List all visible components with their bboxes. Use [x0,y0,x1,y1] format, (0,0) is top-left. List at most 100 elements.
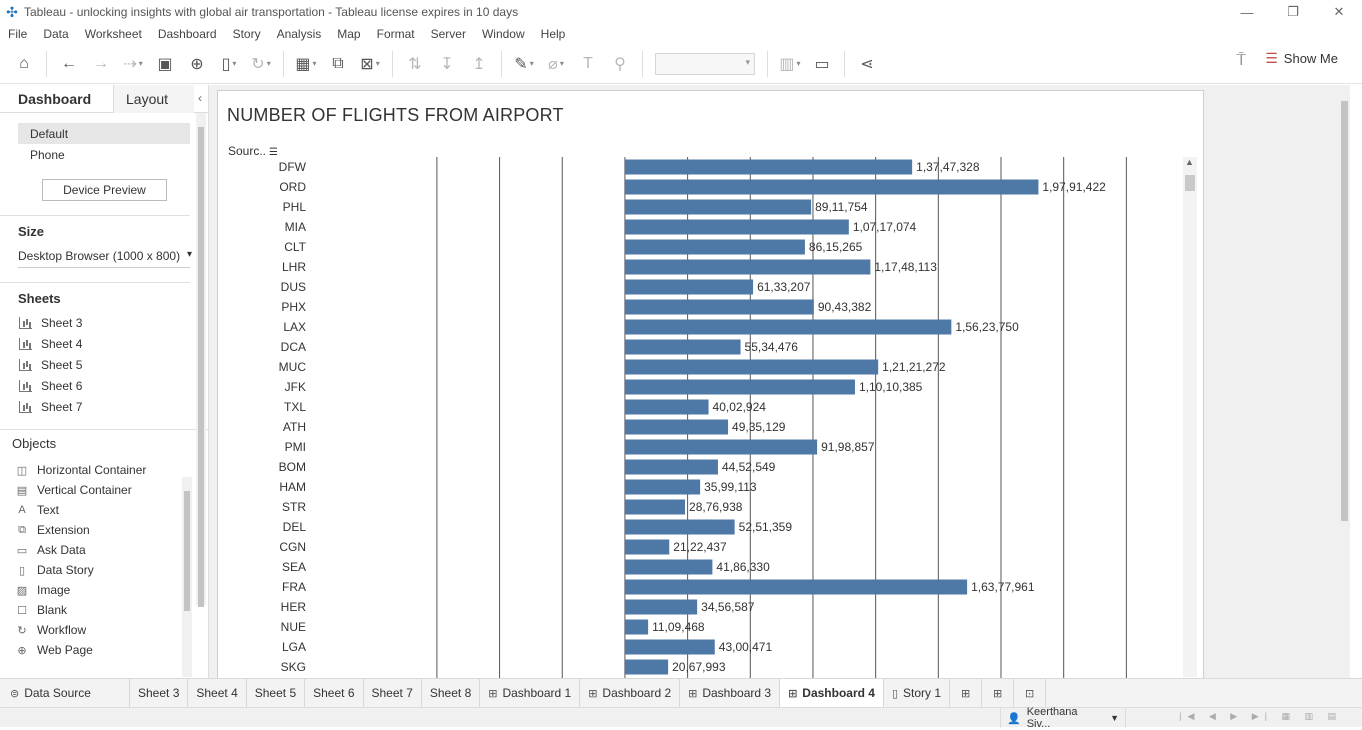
swap-icon[interactable]: ⇅ [408,55,422,73]
undo-icon[interactable]: ← [61,54,77,72]
objects-scrollbar[interactable] [182,477,192,677]
new-worksheet-tab[interactable]: ⊞ [950,678,983,708]
replay-icon[interactable]: ⇢ ▾ [123,55,143,73]
sheet-navigation[interactable]: |◀ ◀ ▶ ▶| ▦ ▥ ▤ [1179,711,1342,721]
bar[interactable] [624,619,649,635]
tab-sheet[interactable]: Sheet 7 [364,678,422,708]
new-story-tab[interactable]: ⊡ [1014,678,1047,708]
pause-updates-icon[interactable]: ▯ ▾ [221,55,237,73]
new-data-source-icon[interactable]: ⊕ [190,55,204,73]
menu-worksheet[interactable]: Worksheet [84,27,142,41]
object-item[interactable]: ▤ Vertical Container [0,480,208,500]
menu-map[interactable]: Map [337,27,361,41]
highlight-icon[interactable]: ✎ ▾ [514,55,534,73]
bar[interactable] [624,599,698,615]
bar[interactable] [624,559,713,575]
object-item[interactable]: ⧉ Extension [0,520,208,540]
minimize-button[interactable]: — [1240,4,1254,20]
bar[interactable] [624,399,709,415]
bar[interactable] [624,459,718,475]
new-dashboard-tab[interactable]: ⊞ [982,678,1015,708]
left-pane-scroll-thumb[interactable] [198,127,204,607]
object-item[interactable]: ▯ Data Story [0,560,208,580]
bar[interactable] [624,279,754,295]
group-icon[interactable]: ⌀ ▾ [548,55,564,73]
menu-data[interactable]: Data [43,27,69,41]
bar[interactable] [624,639,715,655]
object-item[interactable]: ▨ Image [0,580,208,600]
bar[interactable] [624,479,701,495]
close-button[interactable]: ✕ [1333,4,1345,19]
object-item[interactable]: ↻ Workflow [0,620,208,640]
device-default[interactable]: Default [18,123,190,144]
sheet-item[interactable]: Sheet 7 [0,396,208,417]
object-item[interactable]: ◫ Horizontal Container [0,460,208,480]
menu-server[interactable]: Server [430,27,466,41]
presentation-mode-icon[interactable]: ▭ [814,55,830,73]
bar[interactable] [624,259,871,275]
save-icon[interactable]: ▣ [157,55,173,73]
chart-scroll-thumb[interactable] [1185,175,1195,191]
device-preview-button[interactable]: Device Preview [42,179,167,201]
scroll-up-icon[interactable]: ▲ [1185,157,1194,167]
fix-axes-icon[interactable]: ⚲ [614,55,626,73]
sheet-item[interactable]: Sheet 6 [0,375,208,396]
canvas-scroll-thumb[interactable] [1341,101,1348,521]
bar[interactable] [624,239,805,255]
source-header[interactable]: Sourc.. ☰ [228,144,278,158]
show-labels-icon[interactable]: T [583,54,593,72]
tab-sheet[interactable]: Sheet 4 [188,678,247,708]
sheet-item[interactable]: Sheet 5 [0,354,208,375]
bar[interactable] [624,299,814,315]
bar[interactable] [624,179,1039,195]
tab-sheet[interactable]: Sheet 3 [130,678,189,708]
bar[interactable] [624,159,913,175]
new-worksheet-icon[interactable]: ▦ ▾ [295,55,317,73]
bar[interactable] [624,519,735,535]
format-painter-icon[interactable]: ⍑ [1236,52,1246,69]
bar[interactable] [624,539,670,555]
bar[interactable] [624,319,952,335]
object-item[interactable]: ⊕ Web Page [0,640,208,660]
menu-window[interactable]: Window [481,27,525,41]
sort-ascending-icon[interactable]: ↧ [440,55,454,73]
share-icon[interactable]: ⋖ [860,55,874,73]
bar[interactable] [624,379,855,395]
show-me-button[interactable]: ☰ Show Me [1265,50,1338,67]
clear-sheet-icon[interactable]: ⊠ ▾ [360,55,380,73]
tab-dashboard-item[interactable]: ⊞ Dashboard 2 [580,678,681,708]
object-item[interactable]: A Text [0,500,208,520]
object-item[interactable]: ☐ Blank [0,600,208,620]
bar[interactable] [624,219,849,235]
sort-icon[interactable]: ☰ [269,147,278,158]
restore-button[interactable]: ❐ [1287,4,1299,19]
left-pane-scrollbar[interactable] [196,113,206,607]
sheet-item[interactable]: Sheet 4 [0,333,208,354]
canvas-scrollbar[interactable] [1338,85,1350,678]
redo-icon[interactable]: → [93,54,109,72]
collapse-pane-icon[interactable]: ‹ [198,91,202,105]
tab-dashboard-item[interactable]: ⊞ Dashboard 3 [680,678,781,708]
menu-analysis[interactable]: Analysis [276,27,322,41]
menu-dashboard[interactable]: Dashboard [157,27,217,41]
bar[interactable] [624,499,686,515]
tab-dashboard[interactable]: Dashboard [0,85,114,113]
object-item[interactable]: ▭ Ask Data [0,540,208,560]
bar[interactable] [624,199,812,215]
tab-sheet[interactable]: Sheet 5 [247,678,306,708]
size-select[interactable]: Desktop Browser (1000 x 800) [18,249,192,268]
tab-dashboard-item[interactable]: ⊞ Dashboard 4 [780,678,884,708]
show-hide-cards-icon[interactable]: ▥ ▾ [779,55,801,73]
user-menu[interactable]: 👤 Keerthana Siv... ▼ [1000,706,1126,730]
tab-story[interactable]: ▯ Story 1 [884,678,951,708]
tab-sheet[interactable]: Sheet 8 [422,678,481,708]
duplicate-icon[interactable]: ⧉ [332,54,344,72]
menu-format[interactable]: Format [376,27,415,41]
bar[interactable] [624,439,818,455]
bar[interactable] [624,359,879,375]
bar[interactable] [624,659,669,675]
chart-scrollbar[interactable]: ▲ [1183,157,1197,677]
sort-descending-icon[interactable]: ↥ [472,55,486,73]
bar[interactable] [624,419,729,435]
menu-file[interactable]: File [8,27,28,41]
